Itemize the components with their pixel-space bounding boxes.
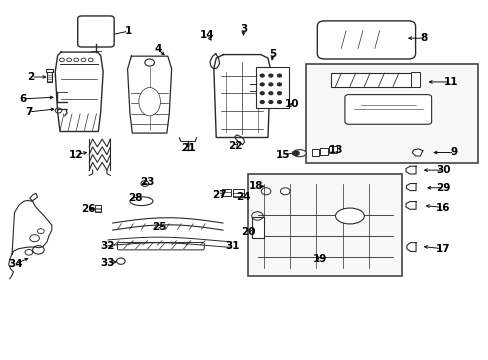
Bar (328, 146, 336, 153)
Polygon shape (55, 52, 103, 131)
Text: 34: 34 (8, 259, 23, 269)
Bar (247, 174, 401, 276)
Text: 1: 1 (124, 26, 132, 36)
Circle shape (268, 100, 272, 103)
Text: 7: 7 (25, 107, 33, 117)
Circle shape (277, 83, 281, 86)
Text: 4: 4 (154, 45, 162, 54)
Polygon shape (405, 166, 415, 174)
Text: 11: 11 (443, 77, 457, 87)
Circle shape (293, 151, 299, 155)
Text: 9: 9 (450, 148, 457, 157)
Bar (311, 149, 319, 156)
Text: 15: 15 (275, 150, 289, 159)
Text: 22: 22 (227, 141, 242, 152)
Text: 6: 6 (20, 94, 27, 104)
Circle shape (268, 74, 272, 77)
Bar (305, 64, 477, 163)
Ellipse shape (130, 197, 153, 206)
Text: 13: 13 (328, 145, 343, 155)
Text: 5: 5 (269, 49, 276, 59)
Bar (410, 72, 419, 87)
Text: 3: 3 (240, 24, 246, 34)
Bar (251, 217, 263, 238)
Text: 32: 32 (101, 241, 115, 251)
Text: 10: 10 (285, 99, 299, 109)
FancyBboxPatch shape (344, 95, 431, 124)
Bar (95, 205, 101, 212)
Circle shape (277, 100, 281, 103)
Text: 28: 28 (128, 193, 142, 203)
Text: 31: 31 (225, 241, 239, 251)
Circle shape (260, 92, 264, 95)
Text: 30: 30 (435, 165, 450, 175)
Text: 29: 29 (435, 183, 449, 193)
Text: 12: 12 (68, 150, 83, 159)
Text: 17: 17 (435, 244, 450, 254)
Polygon shape (12, 193, 52, 254)
Bar (330, 73, 411, 86)
Polygon shape (405, 202, 415, 209)
Text: 19: 19 (312, 255, 327, 264)
FancyBboxPatch shape (317, 21, 415, 59)
Polygon shape (127, 56, 171, 133)
Bar (320, 148, 327, 154)
Text: 21: 21 (181, 143, 195, 153)
Polygon shape (411, 149, 422, 156)
Text: 23: 23 (140, 177, 155, 187)
Text: 18: 18 (249, 181, 263, 192)
Text: 25: 25 (152, 221, 166, 231)
FancyBboxPatch shape (78, 16, 114, 47)
Polygon shape (406, 243, 415, 251)
Text: 26: 26 (81, 204, 96, 214)
Ellipse shape (292, 150, 305, 157)
Text: 24: 24 (236, 192, 250, 202)
Ellipse shape (335, 208, 364, 224)
Circle shape (277, 92, 281, 95)
Text: 8: 8 (420, 33, 427, 43)
Bar (45, 69, 53, 72)
Text: 20: 20 (241, 227, 255, 237)
Ellipse shape (139, 87, 160, 116)
Polygon shape (213, 55, 270, 138)
Text: 27: 27 (212, 190, 226, 200)
Bar (47, 71, 52, 82)
Bar (222, 189, 231, 196)
Polygon shape (406, 184, 415, 190)
Circle shape (260, 100, 264, 103)
Circle shape (268, 83, 272, 86)
Circle shape (268, 92, 272, 95)
Text: 2: 2 (27, 72, 35, 82)
Text: 33: 33 (101, 258, 115, 268)
Text: 14: 14 (200, 30, 214, 40)
Bar (232, 189, 243, 197)
Circle shape (277, 74, 281, 77)
Text: 16: 16 (435, 203, 450, 212)
Bar (255, 67, 288, 108)
Circle shape (260, 74, 264, 77)
Circle shape (260, 83, 264, 86)
FancyBboxPatch shape (117, 242, 204, 250)
